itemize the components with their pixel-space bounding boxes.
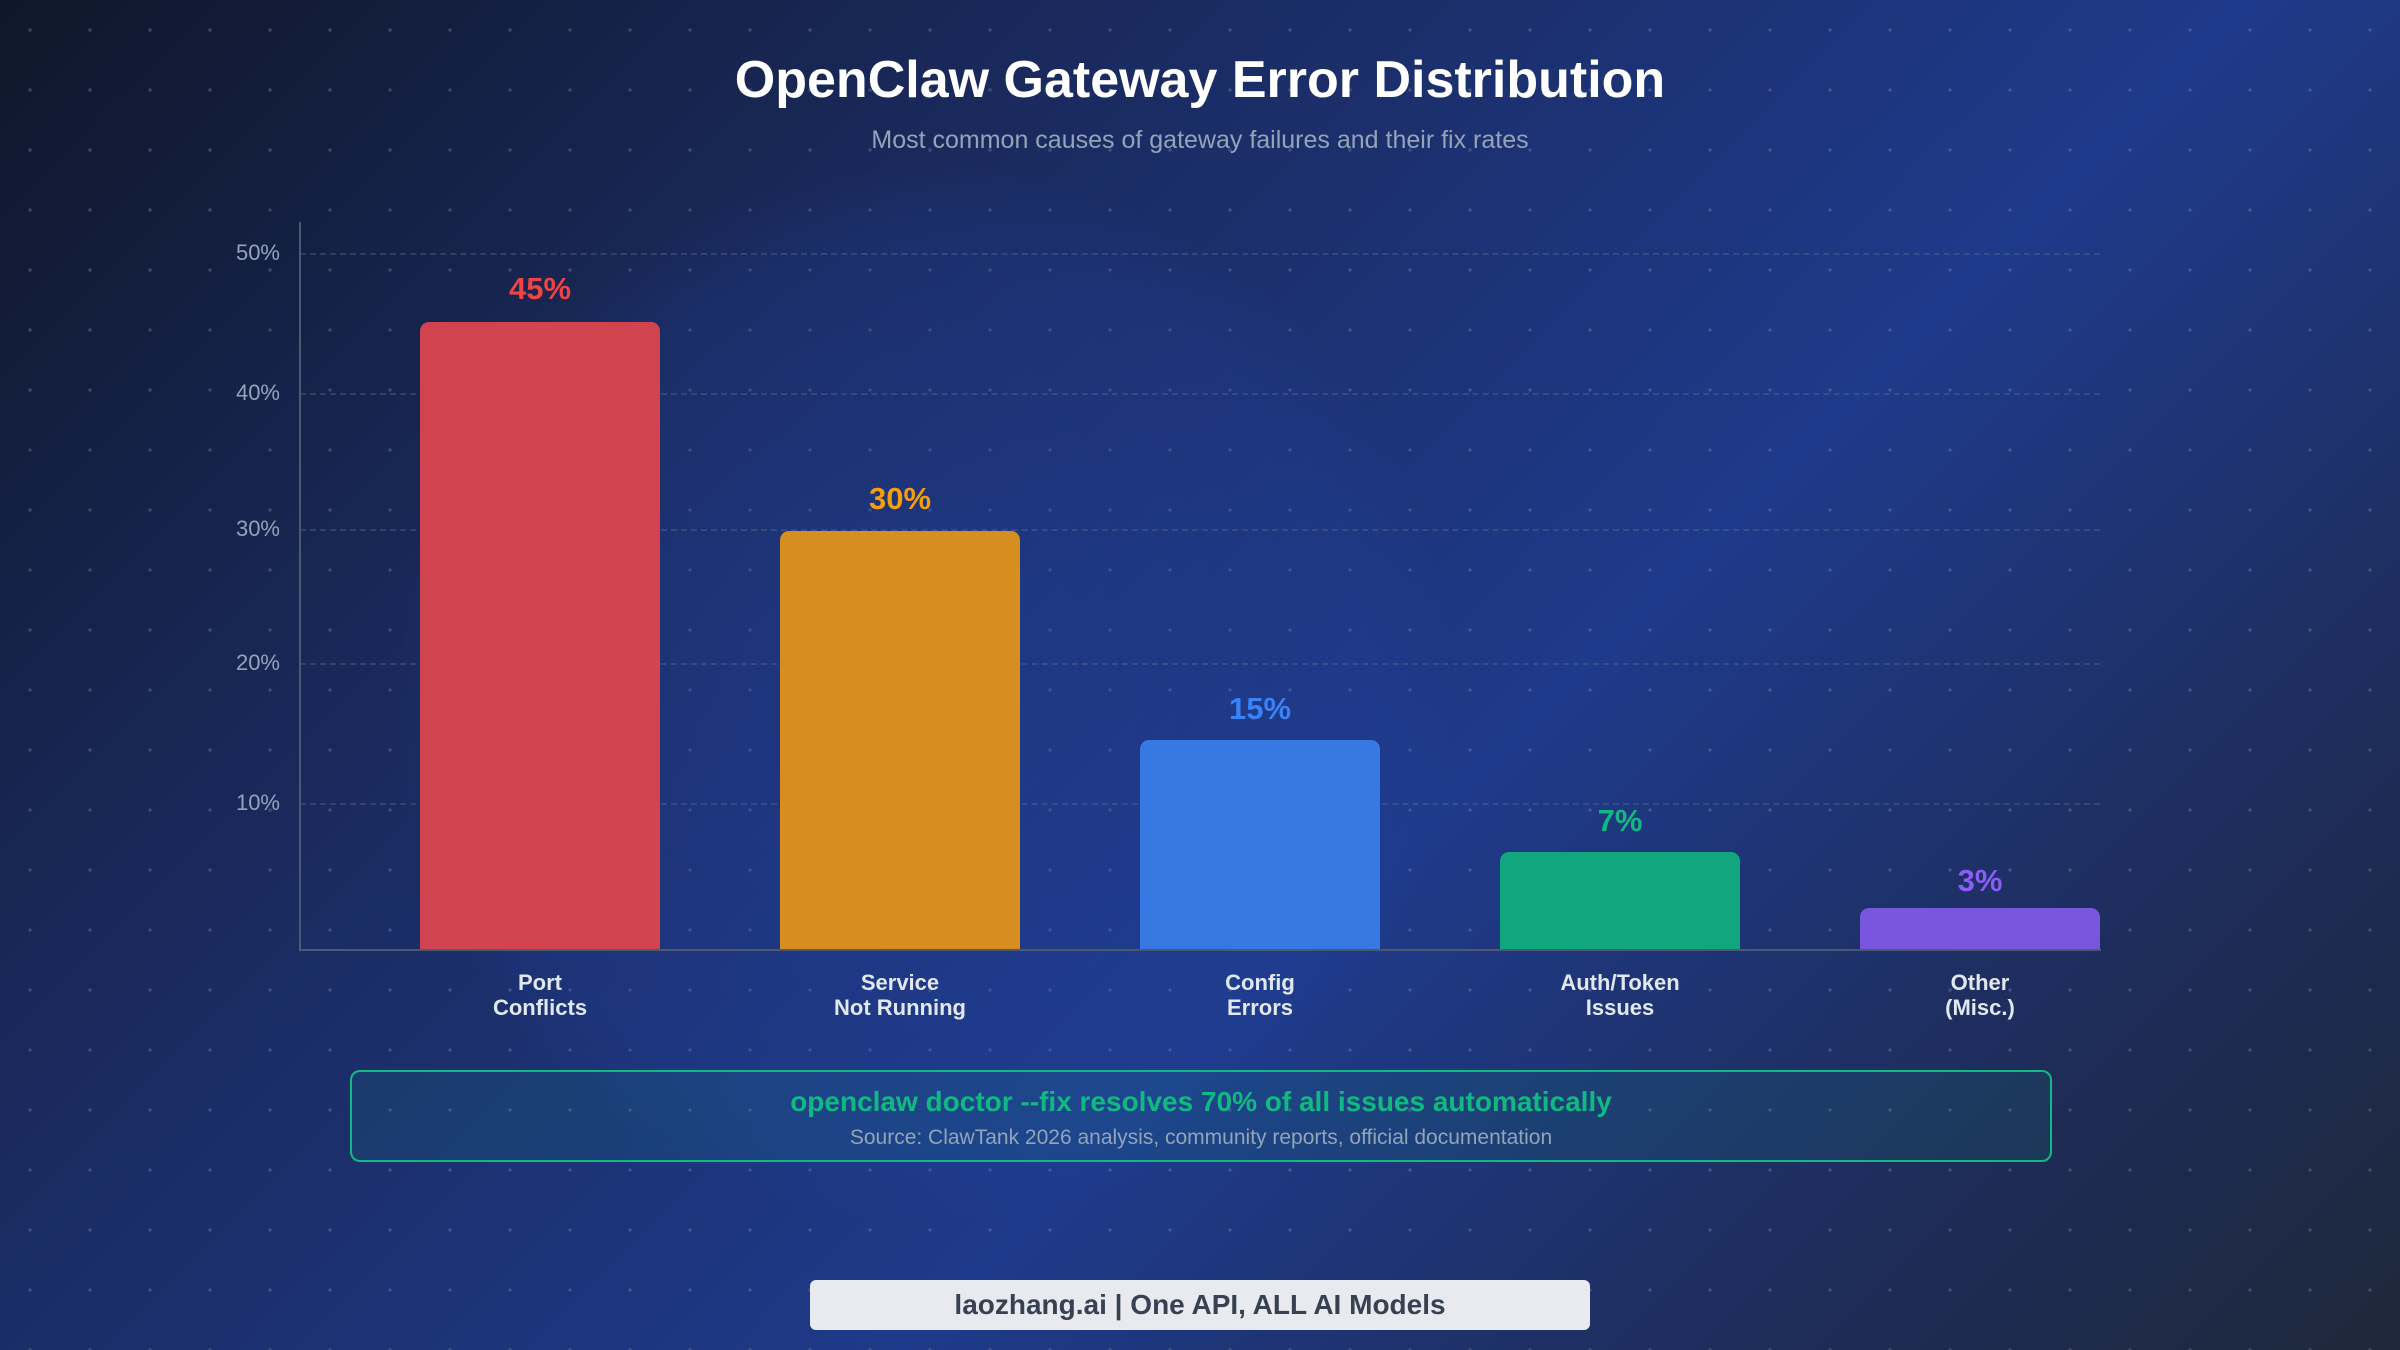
chart-title: OpenClaw Gateway Error Distribution xyxy=(734,51,1666,109)
category-label-line: Issues xyxy=(1585,995,1655,1020)
y-tick-label: 40% xyxy=(235,380,280,405)
category-label: Auth/Token Issues xyxy=(1470,970,1770,1020)
chart-subtitle: Most common causes of gateway failures a… xyxy=(871,126,1529,154)
category-label-line: Not Running xyxy=(834,995,966,1020)
footer-banner: laozhang.ai | One API, ALL AI Models xyxy=(810,1280,1590,1330)
y-tick-label: 50% xyxy=(235,240,280,265)
category-label-line: Errors xyxy=(1226,995,1294,1020)
bar-value-label: 45% xyxy=(508,271,572,306)
category-label-line: Other xyxy=(1950,970,2010,995)
callout-headline: openclaw doctor --fix resolves 70% of al… xyxy=(790,1086,1612,1117)
fix-rate-callout: openclaw doctor --fix resolves 70% of al… xyxy=(350,1070,2052,1162)
category-label-line: Auth/Token xyxy=(1560,970,1680,995)
category-label-line: Conflicts xyxy=(492,995,588,1020)
gridline-50 xyxy=(300,253,2100,255)
bar-service-not-running xyxy=(780,531,1020,950)
gridline-20 xyxy=(300,663,2100,665)
category-label: Port Conflicts xyxy=(390,970,690,1020)
y-axis xyxy=(299,222,301,951)
callout-source: Source: ClawTank 2026 analysis, communit… xyxy=(849,1126,1553,1149)
y-tick-label: 30% xyxy=(235,516,280,541)
y-tick-label: 20% xyxy=(235,650,280,675)
bar-value-label: 30% xyxy=(868,481,932,516)
bar-auth-token-issues xyxy=(1500,852,1740,950)
bar-config-errors xyxy=(1140,740,1380,950)
category-label-line: (Misc.) xyxy=(1945,995,2015,1020)
x-axis xyxy=(299,949,2101,951)
bar-port-conflicts xyxy=(420,322,660,950)
category-label: Config Errors xyxy=(1110,970,1410,1020)
gridline-40 xyxy=(300,393,2100,395)
y-tick-label: 10% xyxy=(235,790,280,815)
bar-other-misc xyxy=(1860,908,2100,950)
category-label-line: Config xyxy=(1225,970,1295,995)
category-label-line: Port xyxy=(518,970,562,995)
category-label: Other (Misc.) xyxy=(1830,970,2130,1020)
bar-value-label: 7% xyxy=(1597,803,1643,838)
bar-value-label: 15% xyxy=(1228,691,1292,726)
gridline-30 xyxy=(300,529,2100,531)
bar-value-label: 3% xyxy=(1957,863,2003,898)
category-label: Service Not Running xyxy=(750,970,1050,1020)
category-label-line: Service xyxy=(860,970,940,995)
